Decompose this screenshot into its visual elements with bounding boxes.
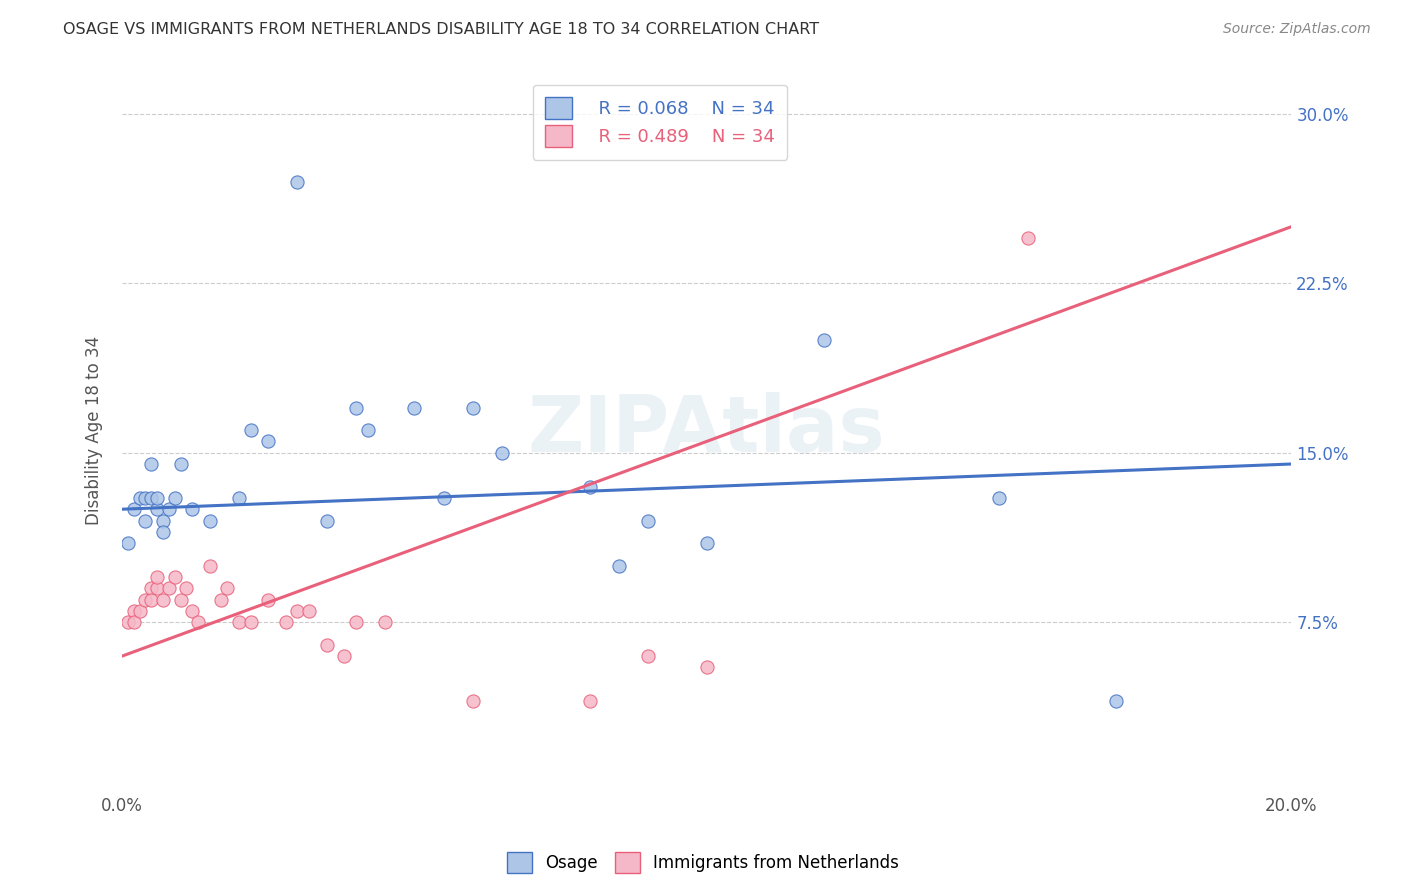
Point: [117, 536, 139, 550]
Point: [696, 660, 718, 674]
Point: [128, 604, 150, 618]
Point: [198, 558, 221, 573]
Point: [287, 174, 309, 188]
Point: [122, 604, 145, 618]
Point: [257, 434, 280, 449]
Point: [181, 604, 204, 618]
Point: [157, 502, 180, 516]
Text: OSAGE VS IMMIGRANTS FROM NETHERLANDS DISABILITY AGE 18 TO 34 CORRELATION CHART: OSAGE VS IMMIGRANTS FROM NETHERLANDS DIS…: [63, 22, 820, 37]
Point: [117, 615, 139, 630]
Point: [141, 457, 163, 471]
Point: [146, 491, 169, 505]
Point: [152, 592, 174, 607]
Point: [122, 502, 145, 516]
Point: [152, 524, 174, 539]
Point: [134, 491, 156, 505]
Point: [257, 592, 280, 607]
Point: [274, 615, 297, 630]
Point: [141, 592, 163, 607]
Point: [169, 457, 191, 471]
Point: [578, 694, 600, 708]
Point: [637, 514, 659, 528]
Point: [134, 514, 156, 528]
Point: [146, 582, 169, 596]
Point: [607, 558, 630, 573]
Y-axis label: Disability Age 18 to 34: Disability Age 18 to 34: [86, 335, 103, 524]
Point: [287, 604, 309, 618]
Point: [228, 615, 250, 630]
Legend:   R = 0.068    N = 34,   R = 0.489    N = 34: R = 0.068 N = 34, R = 0.489 N = 34: [533, 85, 787, 160]
Point: [578, 480, 600, 494]
Text: Source: ZipAtlas.com: Source: ZipAtlas.com: [1223, 22, 1371, 37]
Point: [433, 491, 456, 505]
Point: [134, 592, 156, 607]
Point: [988, 491, 1011, 505]
Point: [461, 401, 484, 415]
Point: [315, 638, 337, 652]
Point: [169, 592, 191, 607]
Point: [228, 491, 250, 505]
Point: [141, 491, 163, 505]
Point: [1105, 694, 1128, 708]
Point: [209, 592, 232, 607]
Text: ZIPAtlas: ZIPAtlas: [527, 392, 886, 468]
Point: [298, 604, 321, 618]
Point: [333, 649, 356, 664]
Point: [141, 582, 163, 596]
Point: [813, 333, 835, 347]
Point: [217, 582, 239, 596]
Point: [491, 446, 513, 460]
Point: [146, 570, 169, 584]
Point: [152, 514, 174, 528]
Point: [146, 502, 169, 516]
Point: [374, 615, 396, 630]
Point: [128, 491, 150, 505]
Point: [344, 401, 367, 415]
Point: [187, 615, 209, 630]
Point: [1017, 231, 1039, 245]
Point: [163, 570, 186, 584]
Point: [176, 582, 198, 596]
Point: [122, 615, 145, 630]
Point: [344, 615, 367, 630]
Point: [315, 514, 337, 528]
Legend: Osage, Immigrants from Netherlands: Osage, Immigrants from Netherlands: [501, 846, 905, 880]
Point: [181, 502, 204, 516]
Point: [356, 423, 378, 437]
Point: [198, 514, 221, 528]
Point: [404, 401, 426, 415]
Point: [239, 615, 262, 630]
Point: [696, 536, 718, 550]
Point: [461, 694, 484, 708]
Point: [637, 649, 659, 664]
Point: [157, 582, 180, 596]
Point: [163, 491, 186, 505]
Point: [239, 423, 262, 437]
